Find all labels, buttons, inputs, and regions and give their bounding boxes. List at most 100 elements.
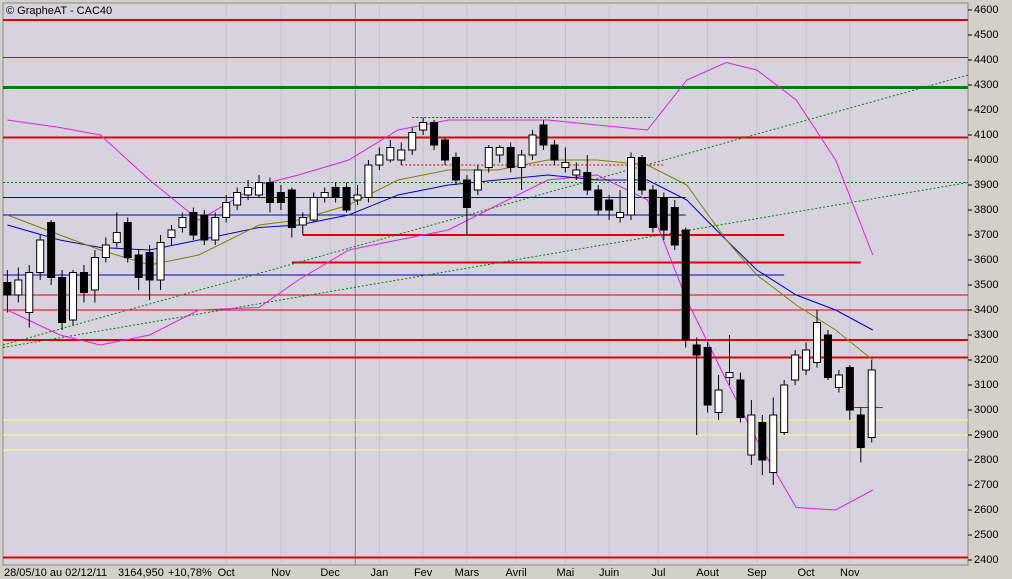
x-tick-label: Juin xyxy=(599,567,619,579)
y-tick-label: 3600 xyxy=(974,254,998,266)
candle-body xyxy=(145,252,154,281)
candle-body xyxy=(101,244,110,258)
candle-body xyxy=(342,187,351,211)
y-tick-label: 3300 xyxy=(974,329,998,341)
candle-body xyxy=(703,347,712,406)
candle-body xyxy=(233,192,242,206)
y-tick-label: 2400 xyxy=(974,554,998,566)
candle-body xyxy=(320,192,329,198)
candle-body xyxy=(123,222,132,258)
candle-body xyxy=(255,182,264,196)
candle-body xyxy=(637,157,646,191)
trendline xyxy=(2,74,969,346)
candle-body xyxy=(659,197,668,231)
x-tick-label: Nov xyxy=(271,567,291,579)
candle-body xyxy=(462,179,471,208)
candle-body xyxy=(178,217,187,228)
candle-body xyxy=(90,257,99,291)
candle-body xyxy=(419,122,428,131)
y-tick-label: 4300 xyxy=(974,79,998,91)
candle-body xyxy=(156,242,165,281)
candle-body xyxy=(681,229,690,341)
candle-body xyxy=(222,202,231,218)
candle-body xyxy=(36,239,45,273)
x-tick-label: Jul xyxy=(651,567,665,579)
candle-body xyxy=(583,172,592,191)
candle-body xyxy=(112,232,121,243)
x-tick-label: Oct xyxy=(798,567,815,579)
candle-body xyxy=(430,122,439,146)
candle-body xyxy=(451,157,460,181)
footer-text: 3164,950 xyxy=(118,567,164,579)
candle-body xyxy=(47,222,56,278)
candle-body xyxy=(200,214,209,241)
candle-body xyxy=(845,367,854,411)
candle-body xyxy=(244,187,253,196)
candle-body xyxy=(856,414,865,448)
y-tick-label: 3100 xyxy=(974,379,998,391)
candle-body xyxy=(25,272,34,313)
candle-body xyxy=(375,154,384,166)
y-tick-label: 3200 xyxy=(974,354,998,366)
candle-body xyxy=(69,272,78,321)
candle-body xyxy=(725,372,734,378)
candle-body xyxy=(791,354,800,381)
x-tick-label: Avril xyxy=(506,567,527,579)
candle-body xyxy=(397,149,406,161)
chart-title: © GrapheAT - CAC40 xyxy=(6,5,112,17)
candle-body xyxy=(539,124,548,146)
candle-body xyxy=(747,414,756,456)
candle-body xyxy=(517,154,526,168)
y-tick-label: 4000 xyxy=(974,154,998,166)
candle-body xyxy=(594,189,603,211)
candle-body xyxy=(572,169,581,176)
y-tick-label: 4500 xyxy=(974,29,998,41)
candle-body xyxy=(473,169,482,191)
candle-body xyxy=(736,379,745,418)
plot-area xyxy=(2,2,969,566)
candle-body xyxy=(802,349,811,371)
candle-body xyxy=(561,162,570,168)
y-tick-label: 2600 xyxy=(974,504,998,516)
candle-body xyxy=(769,414,778,473)
candle-body xyxy=(331,187,340,198)
y-tick-label: 2700 xyxy=(974,479,998,491)
candle-body xyxy=(692,344,701,356)
candle-body xyxy=(309,197,318,221)
y-tick-label: 2900 xyxy=(974,429,998,441)
candle-body xyxy=(813,322,822,363)
candle-body xyxy=(834,374,843,388)
candle-body xyxy=(364,164,373,198)
candle-body xyxy=(823,334,832,378)
x-tick-label: Sep xyxy=(747,567,767,579)
candle-body xyxy=(134,254,143,278)
x-tick-label: Aout xyxy=(696,567,719,579)
candle-body xyxy=(58,277,67,323)
candle-body xyxy=(79,272,88,293)
candle-body xyxy=(506,147,515,168)
y-tick-label: 3000 xyxy=(974,404,998,416)
candle-body xyxy=(3,282,12,296)
y-tick-label: 3500 xyxy=(974,279,998,291)
candle-body xyxy=(714,389,723,413)
y-tick-label: 4100 xyxy=(974,129,998,141)
candle-body xyxy=(528,134,537,156)
candle-body xyxy=(265,182,274,203)
candle-body xyxy=(616,212,625,218)
candle-body xyxy=(484,147,493,168)
trendline xyxy=(2,182,969,348)
candle-body xyxy=(353,194,362,201)
candle-body xyxy=(670,207,679,246)
candle-body xyxy=(627,157,636,216)
candle-body xyxy=(14,279,23,296)
footer-text: 28/05/10 au 02/12/11 xyxy=(4,567,107,579)
candle-body xyxy=(189,212,198,236)
candle-body xyxy=(780,384,789,433)
candle-body xyxy=(495,147,504,156)
x-tick-label: Mars xyxy=(455,567,480,579)
y-tick-label: 4200 xyxy=(974,104,998,116)
candle-body xyxy=(167,229,176,238)
x-tick-label: Dec xyxy=(320,567,340,579)
